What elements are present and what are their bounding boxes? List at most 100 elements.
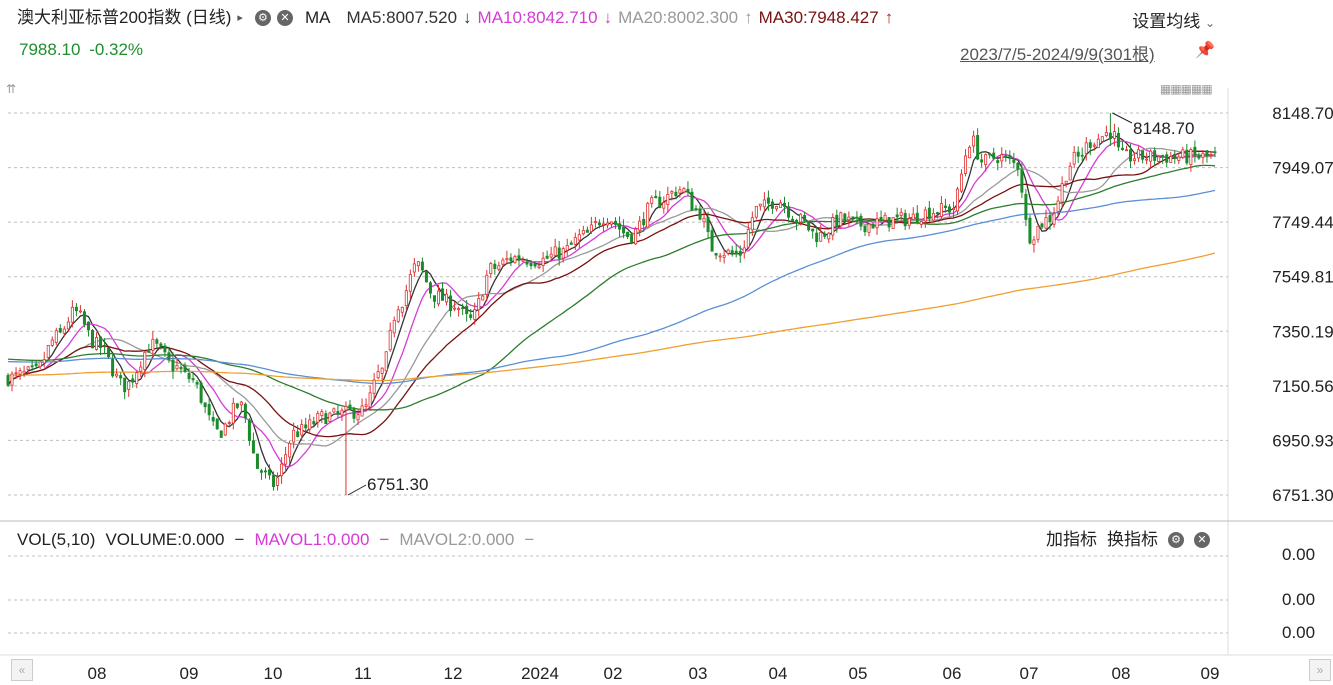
candle-body (1197, 156, 1201, 159)
candle (1129, 143, 1133, 169)
candles (6, 113, 1217, 495)
candle-body (215, 418, 219, 430)
close-icon[interactable]: ✕ (276, 10, 293, 26)
candle (907, 213, 911, 230)
candle-body (420, 261, 424, 271)
candle (199, 380, 203, 405)
candle-body (469, 314, 473, 318)
collapse-right-icon[interactable]: ▦▦▦▦▦ (1160, 82, 1213, 96)
candle-body (1040, 223, 1044, 228)
candle (404, 284, 408, 310)
candle-body (14, 372, 18, 375)
candle-body (686, 188, 690, 193)
play-triangle-icon[interactable]: ▸ (237, 12, 243, 24)
candle (400, 306, 404, 318)
candle-body (1149, 150, 1153, 162)
candle (22, 365, 26, 377)
candle (127, 381, 131, 397)
candle-body (30, 365, 34, 368)
candle (730, 245, 734, 257)
y-tick-label: 6950.93 (1272, 431, 1333, 450)
candle-body (509, 257, 513, 262)
candle-body (90, 329, 94, 349)
candle (1052, 207, 1056, 228)
collapse-left-icon[interactable]: ⇈ (6, 82, 16, 96)
candle-body (1076, 151, 1080, 157)
gear-icon[interactable]: ⚙ (1168, 532, 1184, 548)
max-annotation-arrow (1112, 112, 1133, 124)
candle-body (662, 202, 666, 209)
candle (155, 337, 159, 350)
candle (163, 343, 167, 357)
candle-body (581, 230, 585, 235)
candle-body (183, 366, 187, 372)
candle-body (766, 197, 770, 204)
candle-body (658, 196, 662, 209)
candle (392, 316, 396, 338)
candle (819, 224, 823, 242)
candle-body (774, 206, 778, 210)
candle (62, 326, 66, 337)
candle (1068, 162, 1072, 181)
candle-body (477, 298, 481, 311)
candle-body (436, 290, 440, 305)
candle-body (473, 309, 477, 320)
candle (951, 201, 955, 218)
candle-body (891, 217, 895, 230)
candle-body (980, 159, 984, 163)
candle (501, 257, 505, 267)
scroll-left-button[interactable]: « (11, 659, 33, 681)
candle-body (831, 217, 835, 236)
candle (686, 181, 690, 197)
candle-body (1120, 147, 1124, 150)
candle (477, 292, 481, 317)
candle (561, 246, 565, 263)
candle (1000, 147, 1004, 168)
candle-body (376, 371, 380, 379)
candle (388, 322, 392, 352)
candle (682, 187, 686, 194)
close-icon[interactable]: ✕ (1194, 532, 1210, 548)
gear-icon[interactable]: ⚙ (254, 10, 271, 26)
candle (497, 261, 501, 272)
candle-body (123, 377, 127, 393)
x-tick-label: 06 (943, 664, 962, 683)
candle-body (304, 424, 308, 429)
ma60-line (7, 164, 1216, 411)
date-range-link[interactable]: 2023/7/5-2024/9/9(301根) (960, 45, 1155, 64)
candle-body (1137, 149, 1141, 159)
y-tick-label: 7749.44 (1272, 213, 1333, 232)
candle-body (18, 370, 22, 375)
candle (6, 373, 10, 388)
candle (46, 344, 50, 360)
candle-body (408, 274, 412, 292)
candle-body (545, 255, 549, 259)
pin-icon[interactable]: 📌 (1195, 42, 1215, 59)
candle-body (453, 307, 457, 310)
volume-y-tick: 0.00 (1282, 623, 1316, 642)
ma-settings-button[interactable]: 设置均线 ⌄ (1132, 7, 1215, 32)
add-indicator-button[interactable]: 加指标 (1046, 530, 1097, 549)
scroll-right-button[interactable]: » (1309, 659, 1331, 681)
switch-indicator-button[interactable]: 换指标 (1107, 530, 1158, 549)
candle-body (187, 372, 191, 380)
candle-body (211, 417, 215, 422)
candle (1040, 223, 1044, 229)
candle (799, 212, 803, 226)
candle (646, 201, 650, 228)
candle (573, 232, 577, 250)
candle (750, 211, 754, 236)
candle (95, 332, 99, 351)
candle (1153, 147, 1157, 167)
candle-body (147, 350, 151, 353)
candle (1124, 145, 1128, 152)
candle-body (95, 337, 99, 350)
candle-body (899, 212, 903, 216)
candle (666, 186, 670, 213)
candle (738, 245, 742, 263)
candle (14, 367, 18, 380)
candle (465, 300, 469, 322)
candle-body (38, 361, 42, 368)
candle-body (99, 336, 103, 348)
candle-body (348, 404, 352, 410)
